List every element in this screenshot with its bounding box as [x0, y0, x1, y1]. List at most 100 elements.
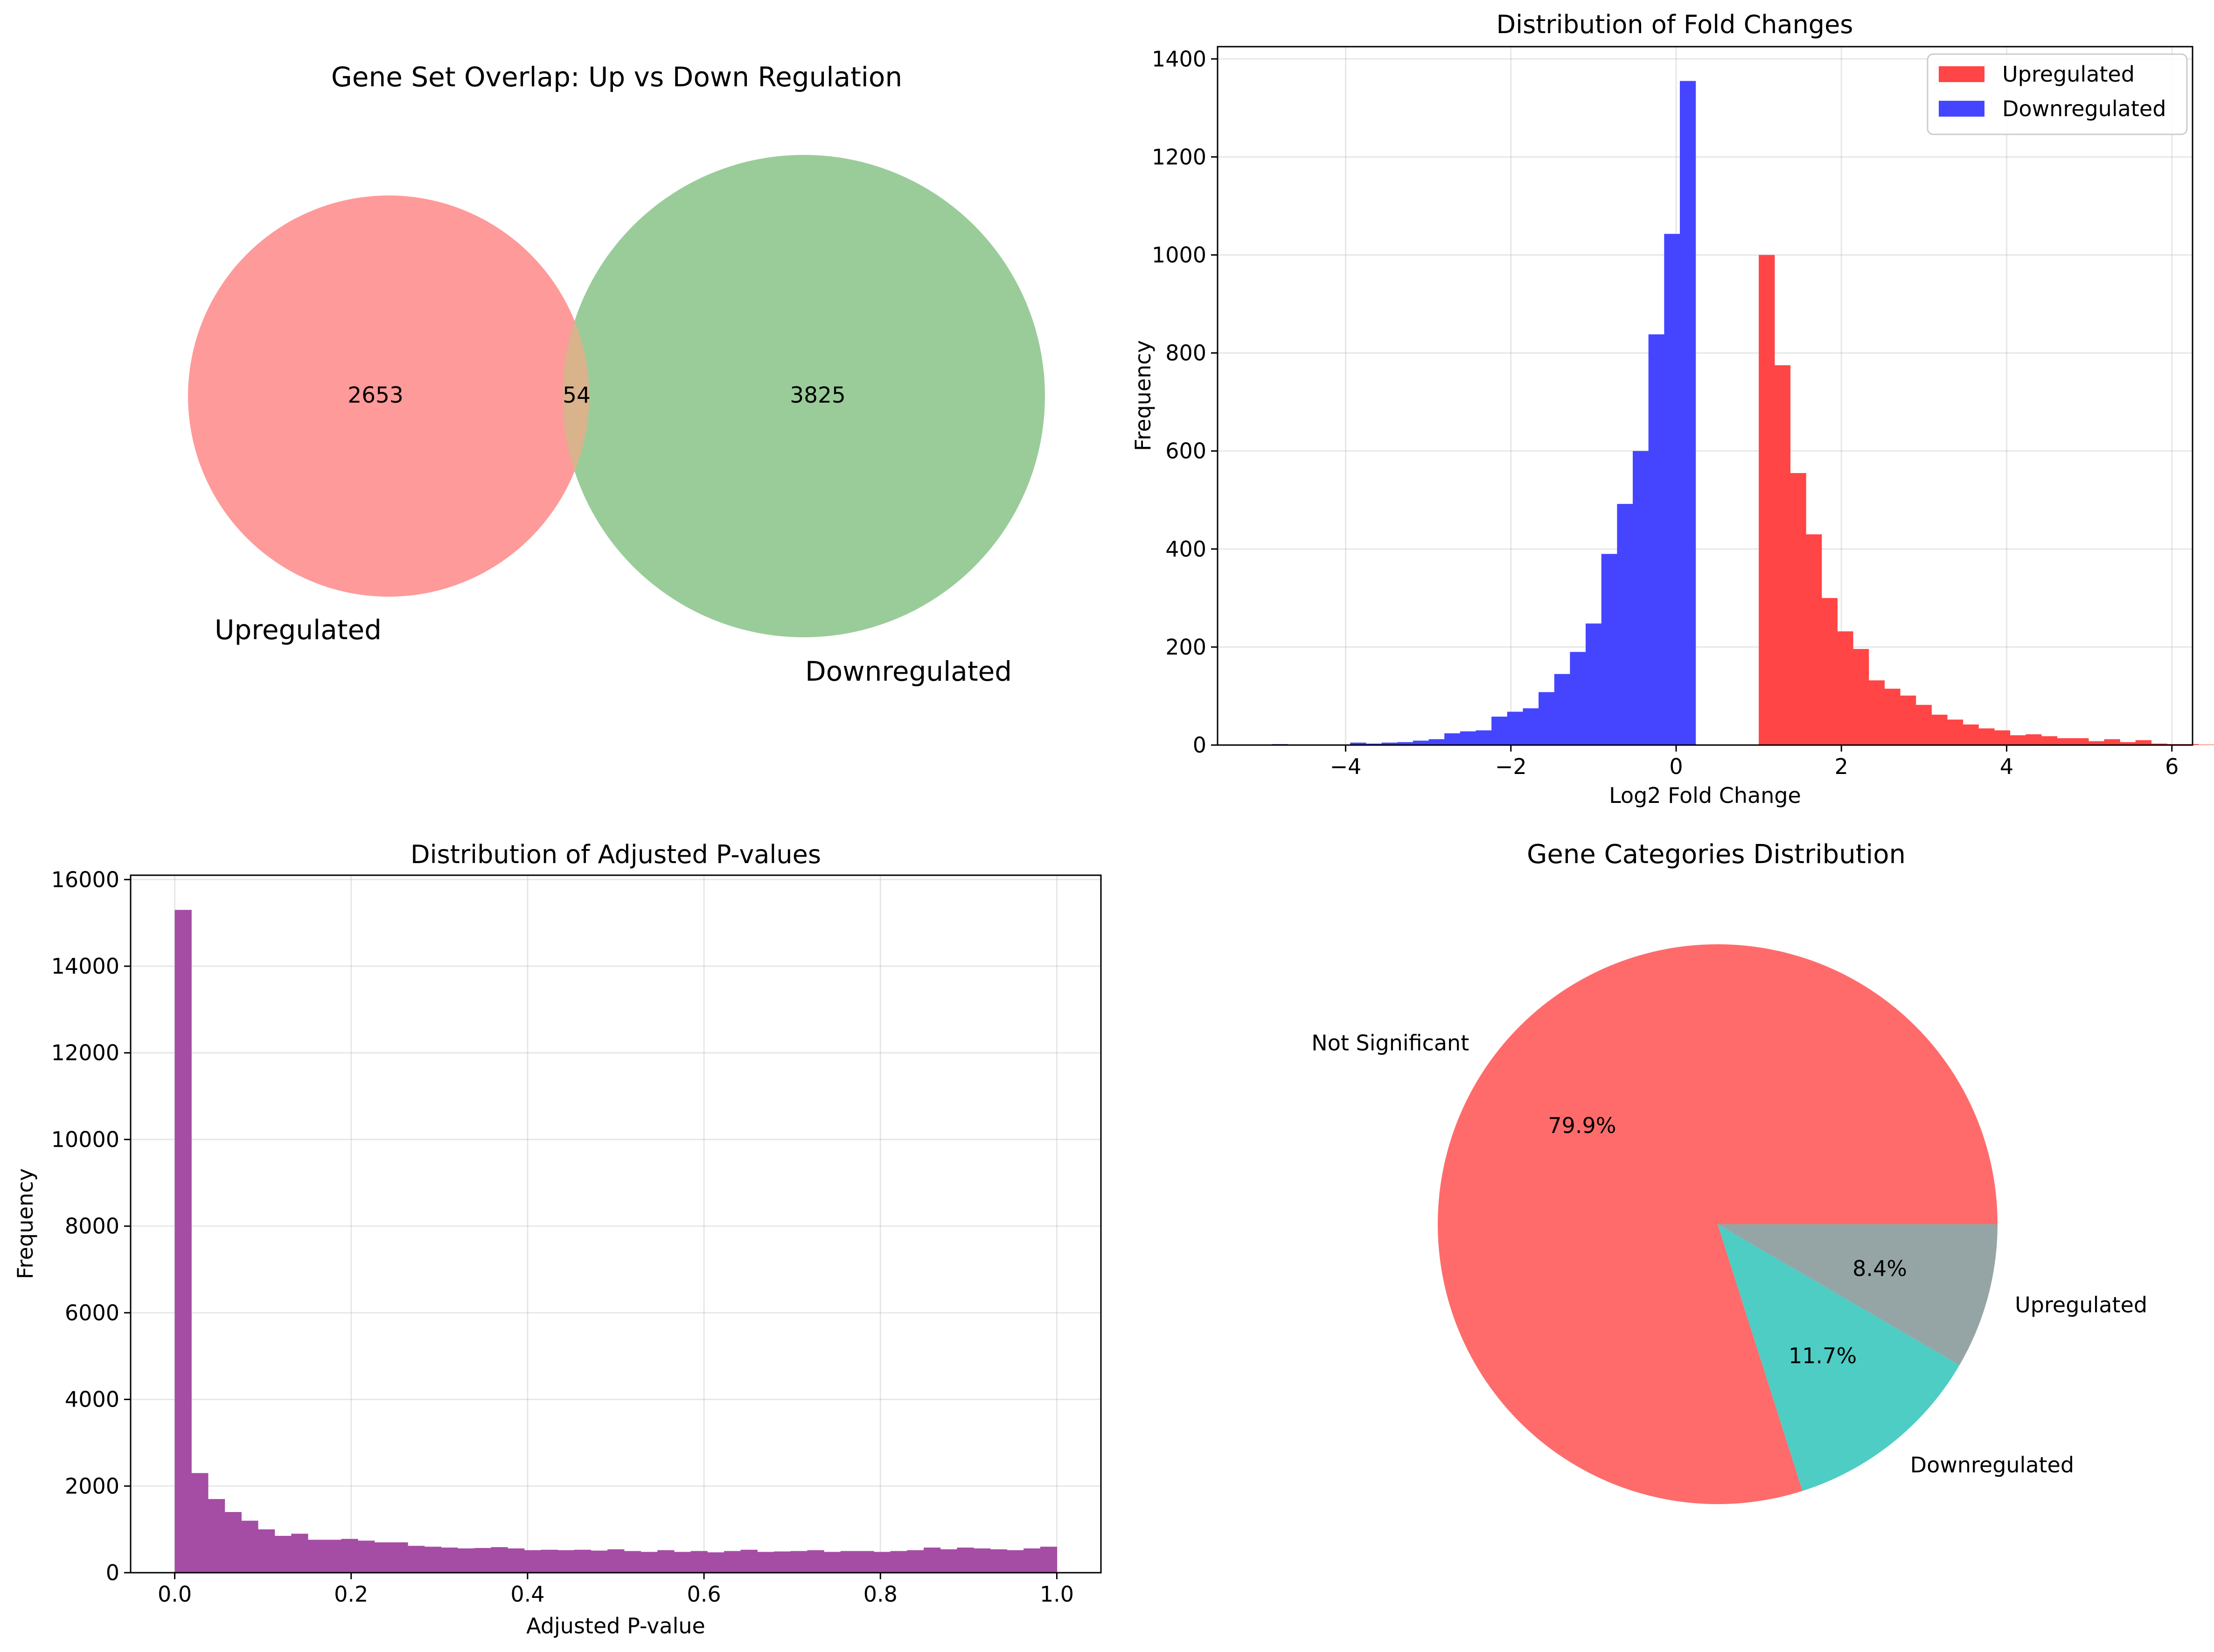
fold-bar-downregulated	[1507, 711, 1524, 745]
pie-slice-downregulated	[1718, 1224, 1960, 1491]
pvalue-bar	[307, 1540, 325, 1573]
pie-slice-upregulated	[1718, 1224, 1998, 1366]
x-tick-label: 0.4	[510, 1582, 544, 1607]
fold-bar-upregulated	[2073, 738, 2089, 745]
venn-count-overlap: 54	[563, 383, 591, 408]
fold-bar-upregulated	[1931, 714, 1948, 745]
pvalue-bar	[574, 1549, 592, 1573]
x-tick-label: 0.8	[863, 1582, 898, 1607]
legend-frame	[1927, 53, 2188, 135]
pvalue-bar	[291, 1534, 308, 1573]
pvalue-bar	[890, 1551, 907, 1573]
pie-percent-not-significant: 79.9%	[1548, 1113, 1616, 1138]
x-tick-label: 2	[1835, 754, 1848, 779]
pvalue-bar	[907, 1550, 924, 1573]
pvalue-bar	[174, 910, 192, 1573]
fold-bar-upregulated	[1806, 534, 1822, 745]
fold-bar-upregulated	[1915, 704, 1932, 745]
pvalue-bar	[524, 1550, 542, 1573]
pvalue-bar	[391, 1542, 408, 1573]
pvalue-bar	[458, 1548, 475, 1573]
venn-overlap-region	[563, 321, 589, 472]
legend-label-downregulated: Downregulated	[2002, 96, 2166, 121]
pie-percent-upregulated: 8.4%	[1852, 1256, 1907, 1281]
y-tick-label: 0	[1193, 732, 1206, 758]
pvalue-bar	[541, 1549, 558, 1573]
pvalue-bar	[1007, 1550, 1024, 1573]
fold-bar-upregulated	[2057, 738, 2073, 745]
y-tick-label: 6000	[65, 1300, 119, 1325]
fold-bar-downregulated	[1586, 623, 1602, 745]
fold-bar-downregulated	[1413, 740, 1429, 745]
pie-label-downregulated: Downregulated	[1910, 1452, 2074, 1478]
y-tick-label: 1200	[1152, 144, 1206, 169]
fold-bar-downregulated	[1539, 692, 1555, 745]
pvalue-bar	[857, 1551, 874, 1573]
y-tick-label: 0	[106, 1560, 119, 1585]
fold-bar-upregulated	[1853, 649, 1869, 745]
fold-bar-downregulated	[1664, 234, 1680, 746]
pvalue-bar	[990, 1549, 1008, 1573]
fold-bar-upregulated	[1837, 631, 1853, 745]
venn-title: Gene Set Overlap: Up vs Down Regulation	[331, 61, 902, 93]
pvalue-bar	[940, 1549, 957, 1573]
venn-label-downregulated: Downregulated	[805, 655, 1012, 687]
pvalue-bar	[957, 1547, 974, 1573]
x-tick-label: 4	[2000, 754, 2013, 779]
fold-bar-downregulated	[1397, 742, 1413, 745]
venn-circle-upregulated	[188, 195, 589, 597]
pvalue-bar	[241, 1520, 258, 1573]
pvalue-y-label: Frequency	[13, 1168, 38, 1279]
pvalue-bar	[657, 1550, 675, 1573]
fold-bar-upregulated	[1994, 730, 2011, 745]
venn-count-upregulated-only: 2653	[348, 383, 404, 408]
fold-bar-upregulated	[2026, 734, 2042, 745]
fold-bar-upregulated	[2104, 739, 2120, 745]
pvalue-bar	[974, 1548, 991, 1573]
fold-change-gridlines	[1218, 47, 2193, 746]
fold-bar-upregulated	[1868, 680, 1885, 745]
pvalue-title: Distribution of Adjusted P-values	[411, 840, 821, 869]
fold-bar-downregulated	[1491, 717, 1508, 745]
fold-bar-downregulated	[1633, 451, 1649, 745]
fold-bar-upregulated	[1900, 695, 1916, 745]
fold-bar-downregulated	[1648, 334, 1664, 745]
y-tick-label: 600	[1165, 439, 1206, 464]
fold-bar-upregulated	[2010, 735, 2026, 745]
pvalue-bar	[557, 1550, 575, 1573]
fold-bar-downregulated	[1365, 743, 1382, 745]
pvalue-bar	[790, 1551, 808, 1573]
pvalue-bar	[807, 1550, 824, 1573]
fold-bar-upregulated	[2151, 743, 2167, 745]
pvalue-bar	[740, 1549, 758, 1573]
x-tick-label: 6	[2165, 754, 2179, 779]
venn-label-upregulated: Upregulated	[215, 614, 382, 646]
fold-bar-downregulated	[1460, 731, 1476, 745]
x-tick-label: −2	[1495, 754, 1527, 779]
fold-bar-upregulated	[2135, 740, 2152, 745]
pvalue-bar	[424, 1547, 441, 1573]
pvalue-bar	[823, 1552, 841, 1573]
fold-change-bars	[1272, 81, 2214, 746]
x-tick-label: 0.0	[158, 1582, 192, 1607]
fold-bar-upregulated	[1963, 724, 1979, 745]
fold-bar-upregulated	[2120, 742, 2136, 745]
y-tick-label: 12000	[51, 1040, 119, 1066]
fold-bar-downregulated	[1617, 504, 1633, 745]
y-tick-label: 400	[1165, 537, 1206, 562]
fold-change-x-ticks: −4 −2 0 2 4 6	[1330, 745, 2179, 779]
pie-title: Gene Categories Distribution	[1527, 839, 1906, 870]
venn-count-downregulated-only: 3825	[790, 383, 846, 408]
pvalue-bar	[724, 1551, 741, 1573]
pvalue-bar	[374, 1542, 391, 1573]
fold-bar-downregulated	[1523, 708, 1539, 745]
fold-bar-upregulated	[1790, 473, 1806, 745]
fold-bar-downregulated	[1381, 742, 1398, 745]
pvalue-y-ticks: 0 2000 4000 6000 8000 10000 12000 14000 16000	[51, 867, 131, 1585]
pvalue-bar	[1040, 1547, 1058, 1573]
y-tick-label: 200	[1165, 634, 1206, 660]
pvalue-bar	[474, 1548, 492, 1573]
fold-change-y-ticks: 0 200 400 600 800 1000 1200 1400	[1152, 46, 1218, 758]
fold-bar-upregulated	[2041, 736, 2058, 745]
fold-change-y-label: Frequency	[1130, 340, 1156, 451]
